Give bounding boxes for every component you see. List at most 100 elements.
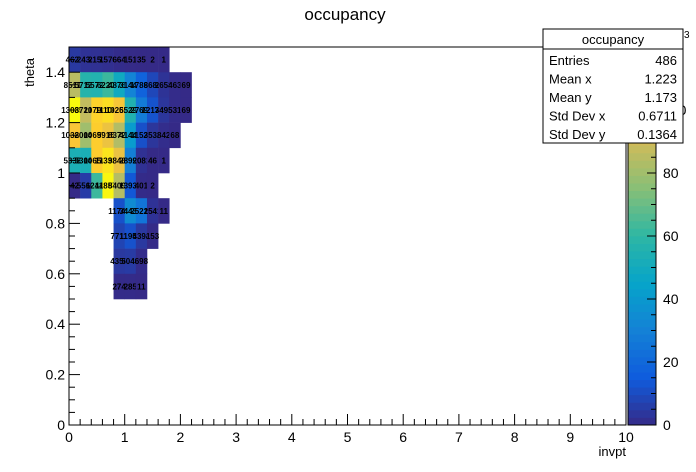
heatmap-cell-label: 80044 bbox=[75, 131, 98, 140]
heatmap-cell bbox=[124, 47, 137, 73]
heatmap-cell-label: 106578 bbox=[83, 131, 110, 140]
y-tick-label: 0 bbox=[57, 417, 65, 433]
heatmap-cell-label: 4394 bbox=[133, 232, 151, 241]
stats-box-label: Std Dev y bbox=[549, 127, 606, 142]
heatmap-cell-label: 25215 bbox=[130, 207, 153, 216]
color-bar-tick-label: 80 bbox=[663, 165, 679, 181]
color-bar-segment bbox=[628, 251, 656, 260]
y-tick-label: 1.2 bbox=[46, 115, 66, 131]
heatmap-cell bbox=[102, 97, 114, 123]
heatmap-cell-label: 69 bbox=[182, 81, 191, 90]
stats-box-title: occupancy bbox=[582, 32, 645, 47]
heatmap-cell bbox=[113, 248, 125, 275]
heatmap-cell-label: 1 bbox=[161, 156, 166, 165]
heatmap-cell bbox=[113, 72, 125, 98]
heatmap-cell bbox=[124, 273, 137, 300]
heatmap-cell bbox=[124, 223, 137, 249]
heatmap-cell-label: 274 bbox=[112, 282, 126, 291]
x-tick-label: 2 bbox=[177, 429, 185, 445]
heatmap-cell bbox=[91, 122, 103, 149]
color-bar-segment bbox=[628, 145, 656, 154]
heatmap-cell bbox=[135, 223, 148, 249]
heatmap-cell bbox=[146, 173, 159, 199]
heatmap-cell-label: 62204 bbox=[97, 81, 120, 90]
heatmap-cell-label: 118576 bbox=[95, 182, 122, 191]
y-tick-label: 0.8 bbox=[46, 215, 66, 231]
color-bar-segment bbox=[628, 220, 656, 229]
color-bar-segment bbox=[628, 409, 656, 418]
heatmap-cell-label: 12172 bbox=[141, 106, 164, 115]
heatmap-cell-label: 401 bbox=[135, 182, 149, 191]
color-bar-segment bbox=[628, 152, 656, 161]
heatmap-cell bbox=[102, 72, 114, 98]
x-tick-label: 8 bbox=[511, 429, 519, 445]
y-tick-label: 0.4 bbox=[46, 316, 66, 332]
heatmap-cell bbox=[135, 47, 148, 73]
heatmap-cell-label: 2081 bbox=[133, 156, 151, 165]
heatmap-cell bbox=[146, 72, 159, 98]
heatmap-cell bbox=[80, 97, 92, 123]
heatmap-cell bbox=[80, 147, 92, 174]
heatmap-cell bbox=[91, 47, 103, 73]
heatmap-cell-label: 53044 bbox=[75, 156, 98, 165]
heatmap-cell bbox=[91, 147, 103, 174]
y-tick-label: 1 bbox=[57, 165, 65, 181]
color-bar-segment bbox=[628, 213, 656, 222]
heatmap-cell-label: 2541 bbox=[144, 207, 162, 216]
color-bar-segment bbox=[628, 236, 656, 244]
heatmap-cell bbox=[146, 147, 159, 174]
stats-box-value: 1.223 bbox=[644, 72, 677, 87]
x-tick-label: 10 bbox=[618, 429, 634, 445]
heatmap-cell-label: 4350 bbox=[110, 257, 128, 266]
heatmap-cell-label: 111069 bbox=[95, 106, 121, 115]
heatmap-cell-label: 531 bbox=[168, 106, 182, 115]
heatmap-cell-label: 68 bbox=[170, 131, 179, 140]
heatmap-cell bbox=[169, 122, 181, 149]
color-bar-segment bbox=[628, 243, 656, 252]
heatmap-cell-label: 5510 bbox=[77, 182, 95, 191]
heatmap-cell bbox=[158, 72, 170, 98]
heatmap-cell bbox=[124, 198, 137, 224]
stats-box-value: 0.1364 bbox=[637, 127, 677, 142]
heatmap-cell bbox=[102, 47, 114, 73]
color-bar-segment bbox=[628, 296, 656, 305]
heatmap-cell-label: 17893 bbox=[130, 81, 153, 90]
heatmap-cell-label: 35 bbox=[137, 56, 146, 65]
heatmap-cell bbox=[135, 198, 148, 224]
heatmap-cell-label: 48766 bbox=[108, 81, 131, 90]
heatmap-cell bbox=[113, 47, 125, 73]
heatmap-cell bbox=[146, 47, 159, 73]
color-bar-segment bbox=[628, 183, 656, 192]
y-axis: 0 0.2 0.4 0.6 0.8 1 1.2 1.4 bbox=[46, 46, 80, 433]
stats-box-label: Mean y bbox=[549, 90, 592, 105]
heatmap-cell bbox=[113, 173, 125, 199]
heatmap-cell bbox=[146, 122, 159, 149]
x-tick-label: 6 bbox=[399, 429, 407, 445]
x-tick-label: 0 bbox=[65, 429, 73, 445]
heatmap-cell bbox=[158, 97, 170, 123]
heatmap-cell-label: 41447 bbox=[119, 131, 142, 140]
color-bar-segment bbox=[628, 311, 656, 320]
stats-box-label: Entries bbox=[549, 53, 590, 68]
heatmap-cell-label: 3532 bbox=[144, 131, 162, 140]
heatmap-cell-label: 31449 bbox=[119, 81, 142, 90]
heatmap-cell-label: 55726 bbox=[86, 81, 109, 90]
color-bar-segment bbox=[628, 167, 656, 176]
color-bar-segment bbox=[628, 304, 656, 312]
heatmap-cell bbox=[102, 173, 114, 199]
color-bar-segment bbox=[628, 349, 656, 358]
heatmap-cell bbox=[146, 198, 159, 224]
heatmap-cell-label: 2 bbox=[150, 56, 155, 65]
heatmap-cell-label: 98461 bbox=[108, 156, 131, 165]
y-tick-label: 1.4 bbox=[46, 64, 66, 80]
heatmap-cell bbox=[113, 97, 125, 123]
heatmap-cell bbox=[146, 223, 159, 249]
color-bar-segment bbox=[628, 205, 656, 214]
stats-box-value: 1.173 bbox=[644, 90, 677, 105]
y-tick-label: 0.6 bbox=[46, 266, 66, 282]
heatmap-cell bbox=[80, 72, 92, 98]
heatmap-cell bbox=[135, 273, 148, 300]
heatmap-cell-label: 57137 bbox=[75, 81, 98, 90]
